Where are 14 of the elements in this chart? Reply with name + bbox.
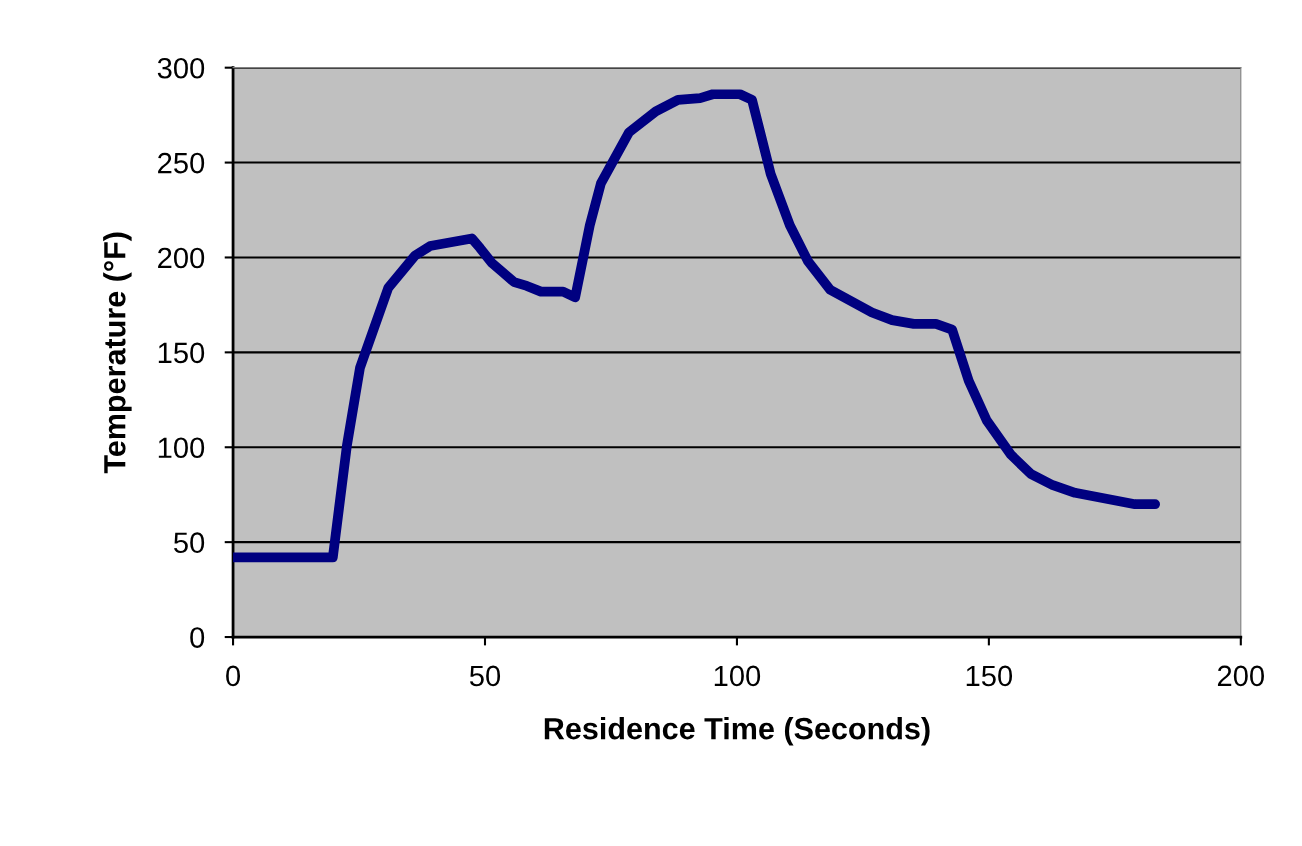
x-tick-label: 100 bbox=[714, 665, 761, 687]
x-tick-label: 200 bbox=[1217, 665, 1264, 687]
y-tick-label: 150 bbox=[158, 342, 205, 364]
y-axis-title: Temperature (°F) bbox=[103, 232, 132, 474]
x-tick-label: 0 bbox=[226, 665, 241, 687]
y-tick-label: 100 bbox=[158, 437, 205, 459]
y-tick-label: 0 bbox=[190, 627, 205, 648]
y-tick-label: 50 bbox=[174, 532, 205, 553]
x-tick-label: 50 bbox=[469, 665, 501, 687]
y-tick-label: 300 bbox=[157, 57, 205, 79]
x-axis-title: Residence Time (Seconds) bbox=[544, 717, 930, 746]
x-tick-label: 150 bbox=[966, 665, 1013, 687]
y-tick-label: 250 bbox=[158, 152, 205, 174]
y-tick-label: 200 bbox=[158, 247, 205, 269]
